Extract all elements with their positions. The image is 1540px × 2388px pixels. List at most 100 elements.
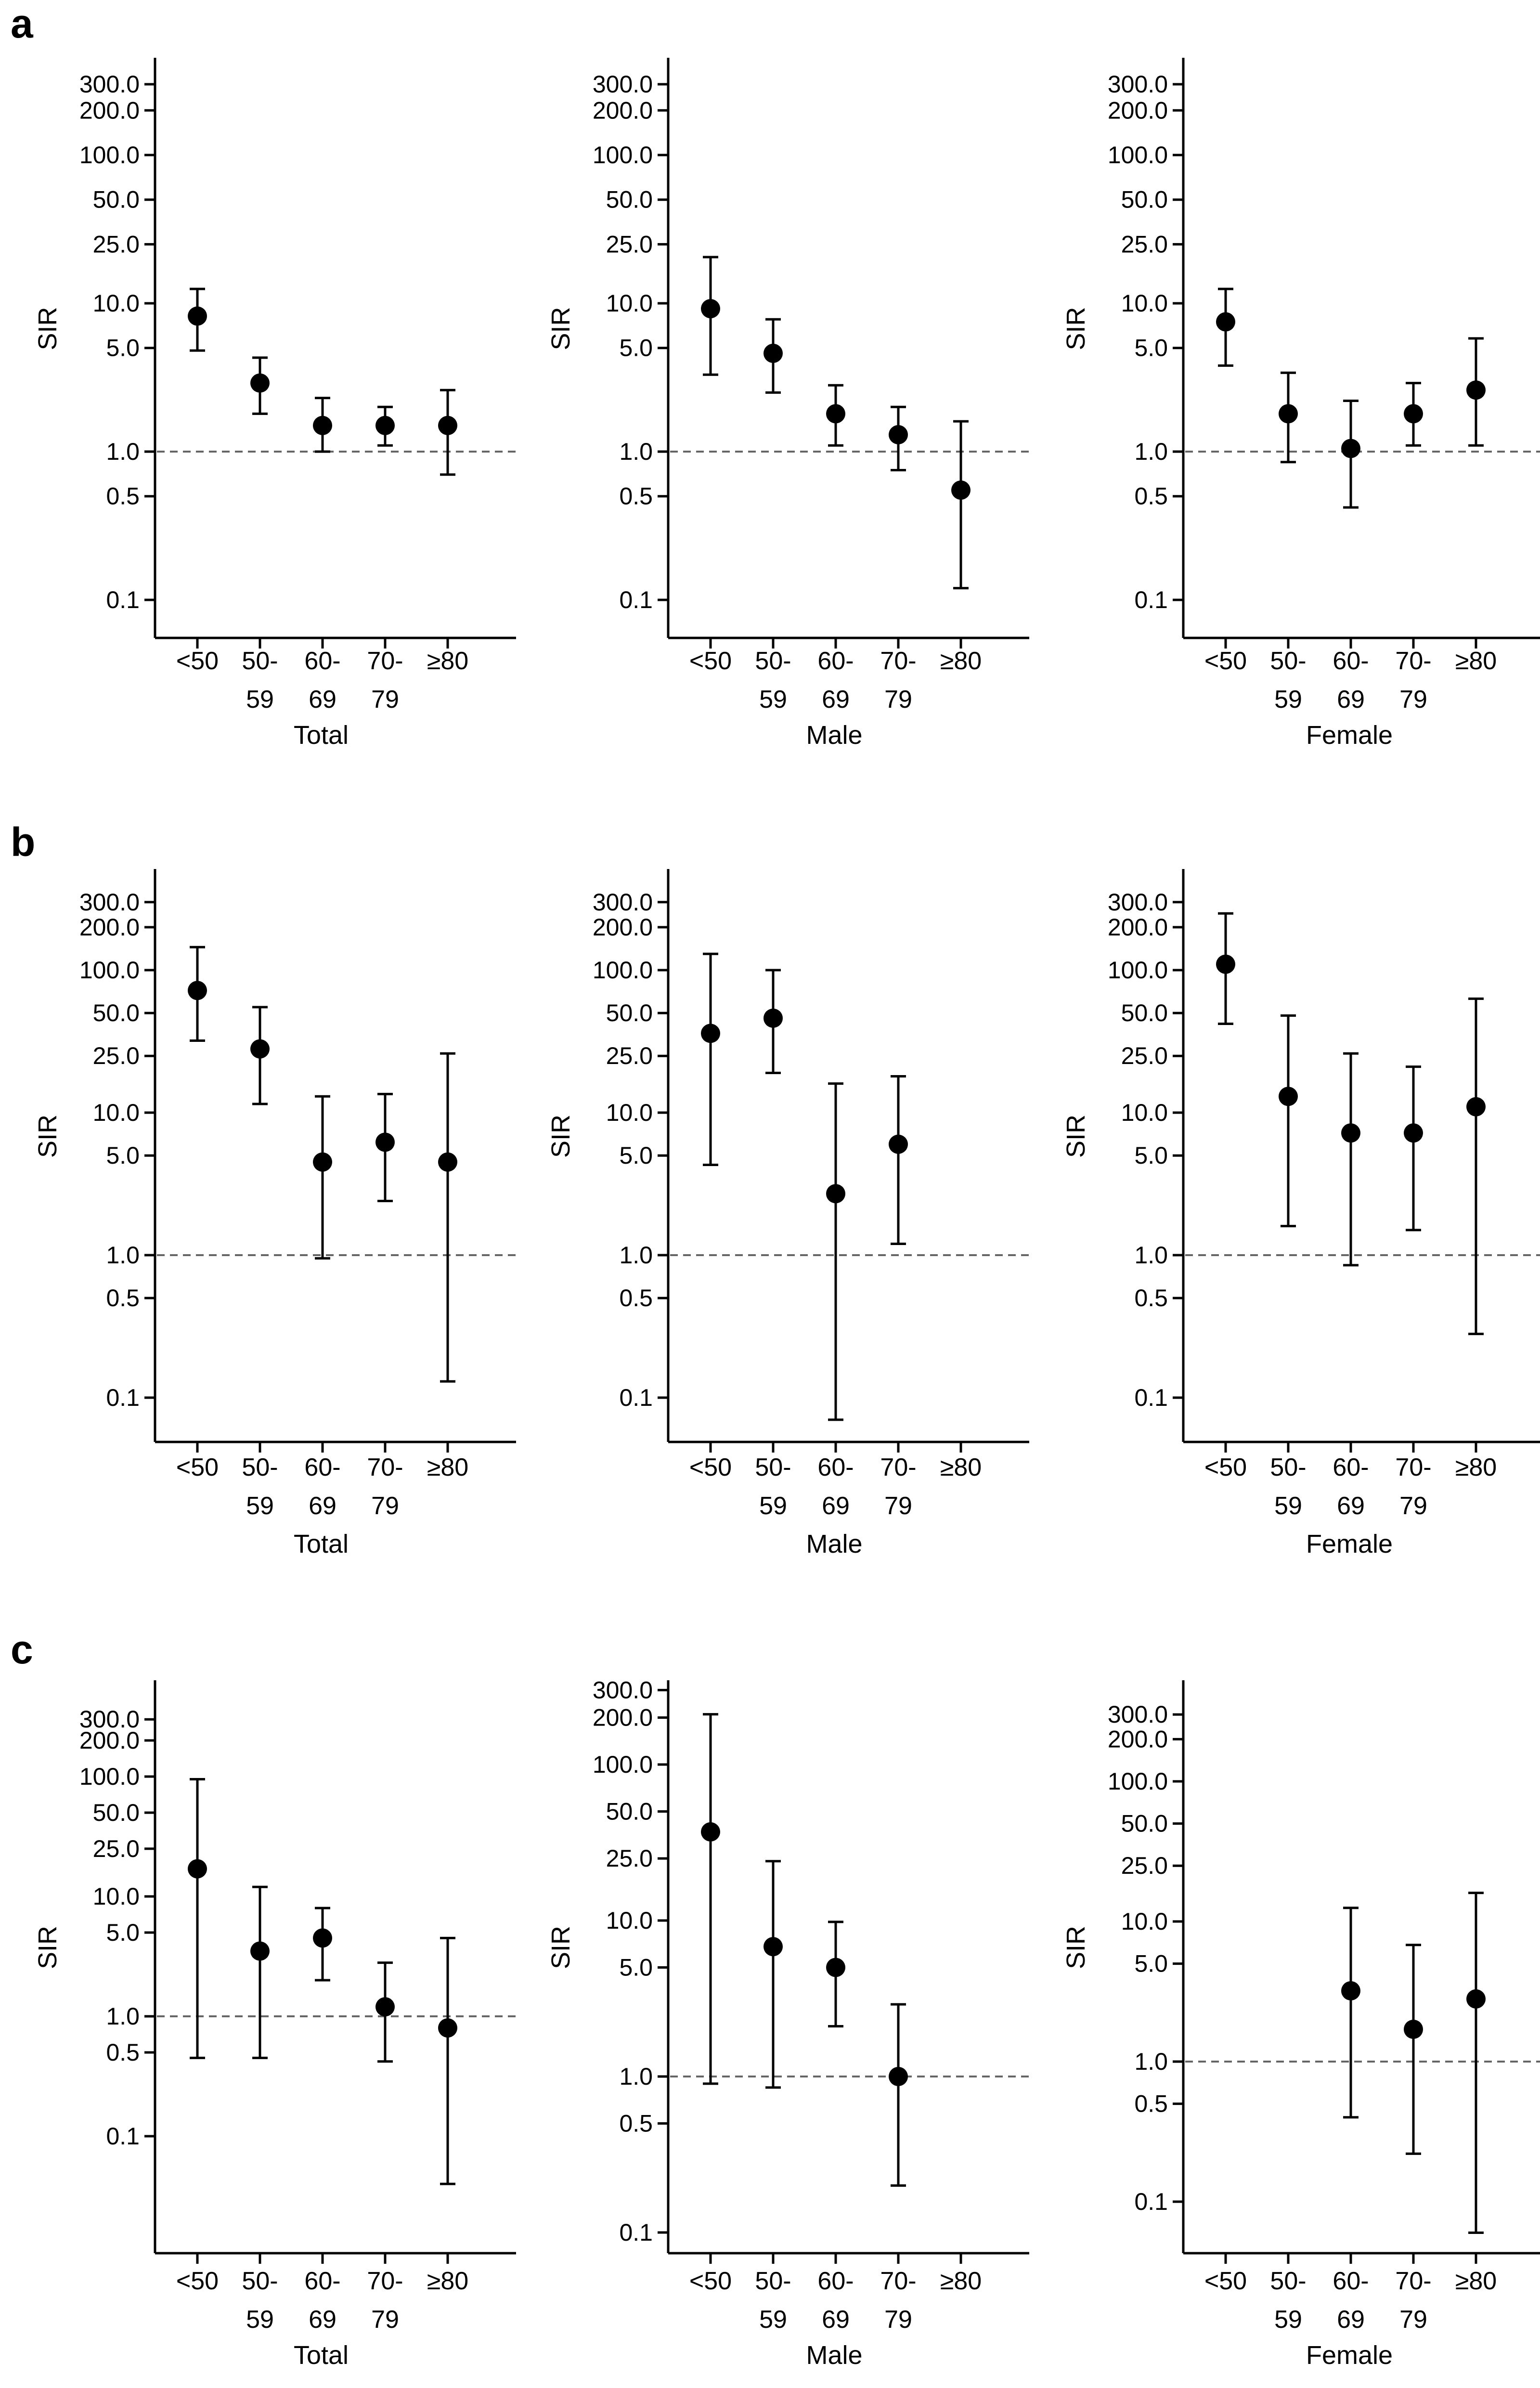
x-tick-label: 59 [1274,2306,1302,2334]
y-axis-title: SIR [546,1115,575,1158]
y-tick-label: 25.0 [606,1845,653,1872]
x-tick-label: 69 [309,2306,336,2334]
y-tick-label: 25.0 [1121,231,1168,258]
x-axis-title: Female [1306,1530,1393,1558]
data-point [701,1822,720,1842]
x-tick-label: <50 [689,1454,732,1481]
y-axis-title: SIR [33,1926,62,1969]
x-tick-label: 50- [1270,1454,1306,1481]
panel-letter-a: a [11,1,34,46]
data-point [826,404,845,424]
data-point [1341,1981,1360,2001]
y-tick-label: 0.5 [619,1285,653,1311]
y-tick-label: 0.5 [106,1285,140,1311]
data-point [1216,312,1235,332]
y-tick-label: 0.5 [619,483,653,510]
y-tick-label: 1.0 [106,1242,140,1269]
data-point [188,306,207,326]
y-tick-label: 10.0 [1121,1908,1168,1935]
y-tick-label: 1.0 [619,1242,653,1269]
x-tick-label: 70- [1395,2267,1431,2295]
x-tick-label: 79 [371,1492,399,1520]
y-tick-label: 300.0 [79,71,140,98]
data-point [250,373,270,393]
x-tick-label: 60- [1333,2267,1369,2295]
panel-letter-c: c [11,1627,33,1672]
x-tick-label: 60- [817,2267,854,2295]
x-tick-label: 59 [759,2306,787,2334]
y-tick-label: 0.1 [1134,2188,1168,2215]
y-tick-label: 0.5 [106,2039,140,2066]
x-tick-label: 70- [1395,647,1431,675]
data-point [701,1024,720,1043]
y-tick-label: 5.0 [1134,1950,1168,1977]
y-tick-label: 0.1 [619,2219,653,2246]
y-tick-label: 5.0 [619,1142,653,1169]
x-tick-label: 60- [817,647,854,675]
y-axis-title: SIR [1061,307,1090,350]
x-axis-title: Male [806,721,862,750]
data-point [701,299,720,319]
x-tick-label: 79 [884,686,912,714]
x-tick-label: 60- [1333,647,1369,675]
x-tick-label: 69 [1337,2306,1365,2334]
x-tick-label: <50 [1204,647,1247,675]
x-tick-label: 69 [309,1492,336,1520]
y-tick-label: 300.0 [1108,71,1168,98]
y-tick-label: 5.0 [619,1954,653,1981]
y-tick-label: 0.1 [106,2123,140,2150]
data-point [1404,1123,1423,1143]
x-tick-label: 70- [880,647,916,675]
y-tick-label: 0.5 [106,483,140,510]
x-tick-label: ≥80 [427,647,468,675]
x-tick-label: ≥80 [1455,1454,1497,1481]
y-tick-label: 10.0 [606,290,653,317]
x-tick-label: 60- [304,647,340,675]
x-tick-label: 59 [1274,1492,1302,1520]
y-tick-label: 50.0 [606,999,653,1026]
x-tick-label: 79 [371,686,399,714]
y-tick-label: 10.0 [1121,1099,1168,1126]
y-tick-label: 25.0 [606,1042,653,1069]
x-tick-label: 79 [1399,2306,1427,2334]
y-tick-label: 50.0 [1121,1810,1168,1837]
y-tick-label: 200.0 [593,1704,653,1731]
y-tick-label: 1.0 [1134,1242,1168,1269]
data-point [1404,404,1423,424]
y-tick-label: 0.5 [1134,483,1168,510]
data-point [375,415,395,435]
x-axis-title: Total [294,721,349,750]
data-point [826,1184,845,1204]
y-tick-label: 100.0 [1108,1768,1168,1795]
panel-letter-b: b [11,819,35,865]
x-tick-label: 50- [755,647,791,675]
y-tick-label: 200.0 [593,914,653,941]
y-tick-label: 50.0 [606,186,653,213]
x-tick-label: 59 [1274,686,1302,714]
data-point [1466,380,1486,400]
y-tick-label: 1.0 [106,2003,140,2030]
y-tick-label: 0.5 [619,2110,653,2137]
y-tick-label: 100.0 [593,957,653,984]
x-tick-label: 79 [1399,1492,1427,1520]
x-tick-label: 59 [759,1492,787,1520]
x-tick-label: 60- [1333,1454,1369,1481]
x-tick-label: 70- [880,1454,916,1481]
y-tick-label: 10.0 [606,1907,653,1934]
data-point [313,415,332,435]
data-point [1341,1123,1360,1143]
data-point [764,343,783,363]
x-tick-label: 79 [1399,686,1427,714]
x-tick-label: 60- [304,1454,340,1481]
y-tick-label: 10.0 [606,1099,653,1126]
x-tick-label: ≥80 [427,2267,468,2295]
data-point [438,2018,457,2038]
